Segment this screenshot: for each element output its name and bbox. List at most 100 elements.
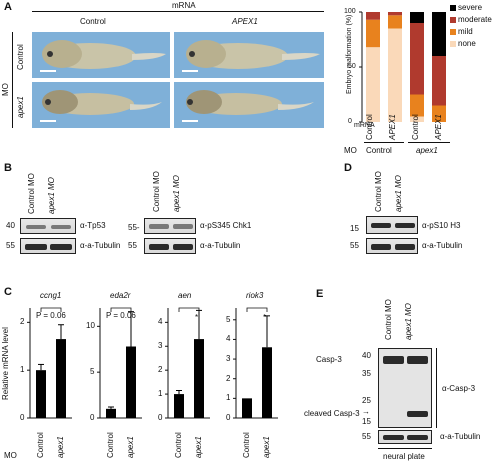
casp3-band-apex1 [407, 356, 428, 364]
tadpole-image [182, 90, 314, 122]
stack-group-line-control [364, 142, 404, 143]
stack-legend-severe-label: severe [458, 3, 483, 12]
b-mw-40: 40 [6, 221, 15, 230]
legend-swatch-moderate [450, 17, 456, 23]
tubulin-band-control [149, 244, 169, 250]
c-ytick-label: 1 [158, 389, 163, 399]
chk1-blot [144, 218, 196, 234]
stack-ytick-label: 50 [348, 63, 356, 70]
stack-bar-mild [366, 19, 380, 48]
c-xlabel-Control: Control [174, 432, 183, 458]
stack-ytick-label: 0 [348, 118, 352, 125]
legend-swatch-none [450, 41, 456, 47]
c-bar-apex1 [126, 346, 136, 418]
c-xlabel-apex1: apex1 [126, 436, 135, 458]
b2-tub-mw: 55 [128, 241, 137, 250]
casp3-blot [378, 348, 432, 428]
stack-legend-none-label: none [458, 39, 476, 48]
c-bar-Control [174, 394, 184, 418]
tubulin-blot-d [366, 238, 418, 254]
c-bar-apex1 [194, 339, 204, 418]
c-ytick-label: 1 [226, 393, 231, 403]
e-tub-mw: 55 [362, 432, 371, 441]
e-lane-control: Control MO [384, 299, 393, 340]
legend-swatch-severe [450, 5, 456, 11]
d-tub-mw: 55 [350, 241, 359, 250]
panel-b-label: B [4, 162, 12, 174]
tadpole-image [182, 40, 320, 72]
panel-c-label: C [4, 286, 12, 298]
embryo-photo-control-control [32, 32, 170, 78]
c-sig-bracket [40, 307, 62, 312]
c-ytick-label: 2 [226, 373, 231, 383]
stack-mrna-label: mRNA [354, 122, 375, 129]
c-ytick-label: 3 [158, 341, 163, 351]
ph3-label: α-pS10 H3 [422, 221, 461, 230]
tp53-blot [20, 218, 76, 234]
stack-bar-moderate [410, 23, 424, 95]
e-mw-35: 35 [362, 369, 371, 378]
col-control-label: Control [80, 17, 106, 26]
tubulin-band-apex1 [50, 244, 72, 250]
c-xlabel-apex1: apex1 [262, 436, 271, 458]
stack-bar-mild [388, 15, 402, 29]
tubulin-band-apex1 [173, 244, 193, 250]
c-ytick-label: 0 [158, 413, 163, 422]
c-bar-Control [242, 398, 252, 418]
tubulin-blot-b1 [20, 238, 76, 254]
tadpole-image [40, 40, 166, 72]
tubulin-label-e: α-a-Tubulin [440, 432, 481, 441]
c-gene-riok3: riok3 [246, 291, 264, 300]
c-xlabel-Control: Control [106, 432, 115, 458]
stack-bar-moderate [388, 12, 402, 16]
tp53-band-control [26, 225, 46, 229]
cleaved-casp3-band-apex1 [407, 411, 428, 417]
stack-bar-none [366, 47, 380, 123]
stack-group-line-apex1 [408, 142, 450, 143]
tubulin-band-apex1 [395, 244, 415, 250]
chk1-band-control [149, 224, 169, 229]
tubulin-band-apex1 [407, 435, 428, 440]
stack-bar-none [410, 116, 424, 122]
c-gene-eda2r: eda2r [110, 291, 131, 300]
c-ytick-label: 0 [226, 413, 231, 422]
b-mw-55: 55 [6, 241, 15, 250]
stack-mo-group-control: Control [366, 146, 392, 155]
mrna-header: mRNA [172, 1, 196, 10]
c-xlabel-Control: Control [36, 432, 45, 458]
cleaved-casp3-label: cleaved Casp-3 [304, 409, 360, 418]
c-ytick-label: 4 [226, 334, 231, 344]
mo-row-line [12, 32, 13, 128]
casp3-band-control [383, 356, 404, 364]
mrna-header-line [32, 11, 324, 12]
stack-bar-mild [432, 105, 446, 122]
e-antibody-bracket [436, 348, 437, 428]
stack-bar-severe [410, 12, 424, 23]
tubulin-blot-b2 [144, 238, 196, 254]
casp3-antibody-label: α-Casp-3 [442, 384, 476, 393]
c-sig-label: * [263, 313, 267, 322]
stack-legend-mild-label: mild [458, 27, 473, 36]
b2-mw-55: 55- [128, 223, 140, 232]
stack-bar-moderate [366, 12, 380, 20]
e-mw-40: 40 [362, 351, 371, 360]
c-ytick-label: 5 [226, 314, 231, 324]
c-sig-bracket [110, 307, 132, 312]
stack-mo-group-apex1: apex1 [416, 146, 438, 155]
c-ytick-label: 10 [86, 321, 95, 331]
c-sig-bracket [178, 307, 200, 312]
legend-swatch-mild [450, 29, 456, 35]
c-xlabel-Control: Control [242, 432, 251, 458]
col-apex1-label: APEX1 [232, 17, 258, 26]
panel-d-label: D [344, 162, 352, 174]
cleaved-arrow-icon: → [362, 407, 370, 416]
c-ytick-label: 3 [226, 354, 231, 364]
ph3-band-apex1 [395, 223, 415, 228]
stack-legend-moderate-label: moderate [458, 15, 492, 24]
c-mo-label: MO [4, 451, 17, 460]
chk1-band-apex1 [173, 224, 193, 229]
c-sig-bracket [246, 307, 268, 312]
c-ytick-label: 0 [20, 413, 25, 422]
c-ytick-label: 0 [90, 413, 95, 422]
